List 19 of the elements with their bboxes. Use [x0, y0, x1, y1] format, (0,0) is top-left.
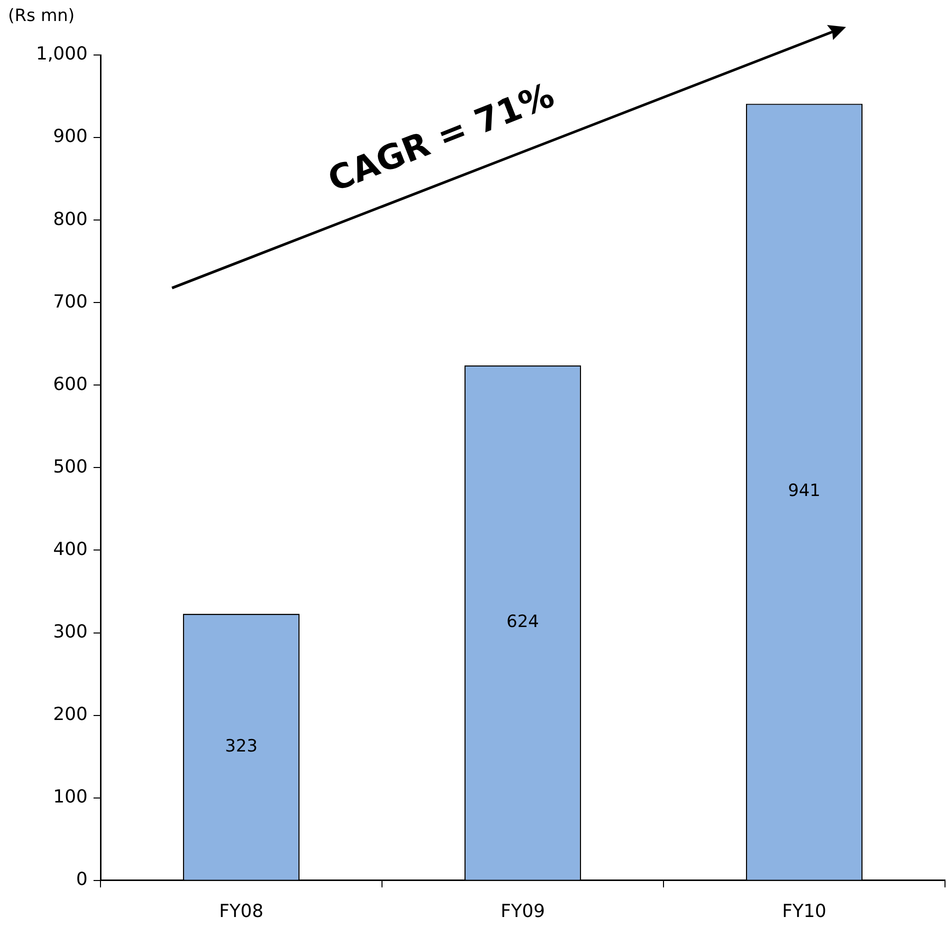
y-tick-label: 200	[53, 704, 88, 725]
y-tick-label: 100	[53, 786, 88, 808]
data-label: 624	[506, 612, 539, 632]
y-tick-label: 500	[53, 456, 88, 478]
x-tick-label: FY10	[782, 900, 826, 922]
x-tick-label: FY08	[219, 900, 264, 922]
y-tick-label: 300	[53, 621, 88, 642]
y-tick-label: 0	[76, 869, 88, 890]
y-tick-label: 700	[53, 291, 88, 312]
y-tick-label: 900	[53, 126, 88, 148]
y-tick-label: 800	[53, 208, 88, 230]
x-tick-label: FY09	[500, 900, 545, 922]
y-tick-label: 600	[53, 374, 88, 395]
y-axis-title: (Rs mn)	[8, 6, 75, 26]
annotation: CAGR = 71%	[322, 76, 560, 200]
data-label: 323	[225, 736, 258, 756]
y-tick-label: 400	[53, 538, 88, 560]
data-label: 941	[788, 481, 820, 502]
y-tick-label: 1,000	[36, 44, 88, 65]
